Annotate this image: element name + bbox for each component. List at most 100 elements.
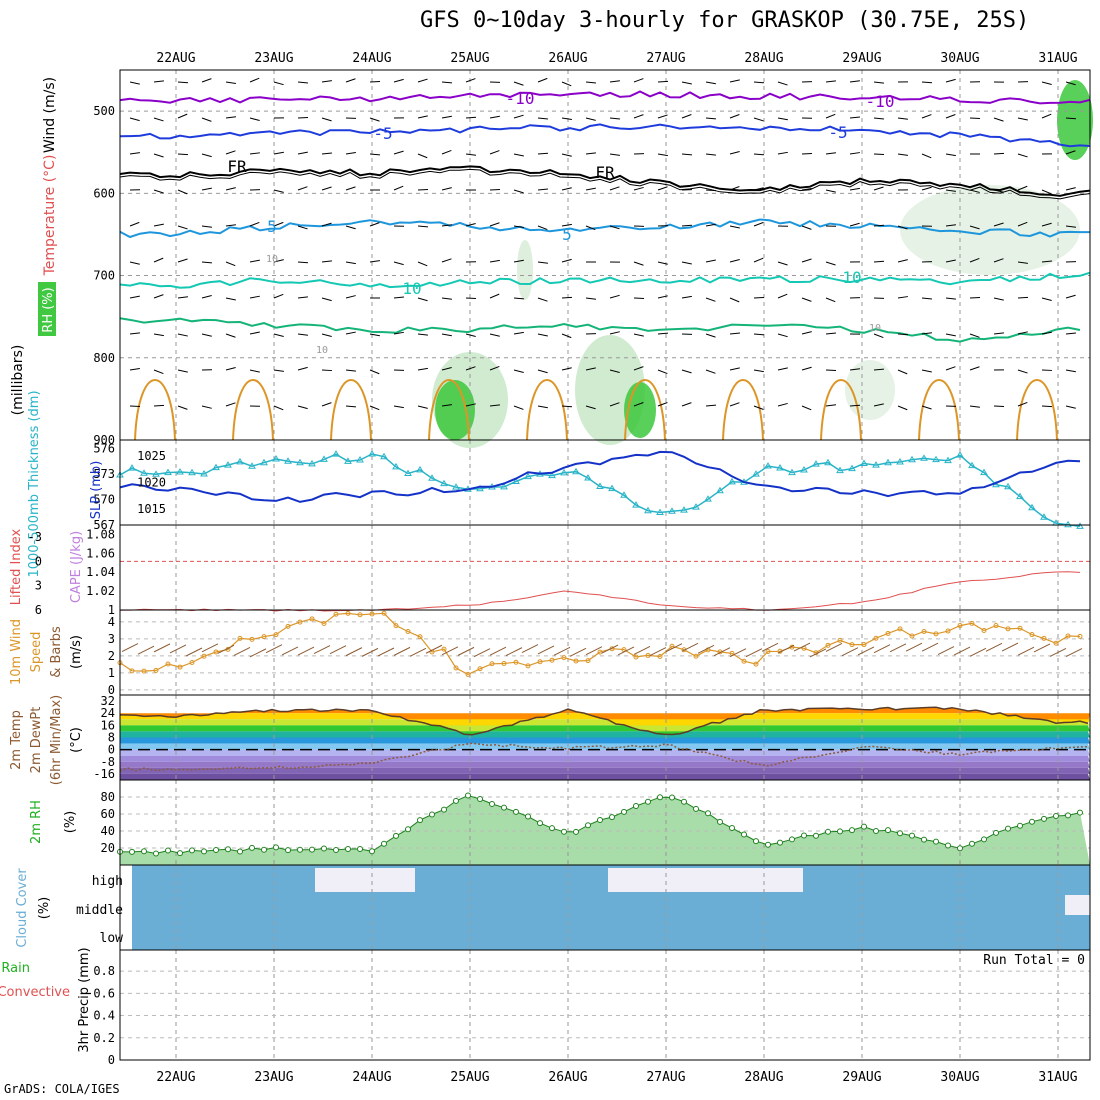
wind-barb xyxy=(897,225,908,230)
wind-barb-10m xyxy=(121,643,139,652)
wind-barb xyxy=(825,369,837,372)
thickness-marker xyxy=(608,484,616,492)
wind-barb xyxy=(225,150,236,155)
temp-contour-20 xyxy=(1016,379,1058,441)
rh-marker xyxy=(141,848,147,855)
thickness-marker xyxy=(260,458,268,466)
wind-speed-marker xyxy=(765,649,771,655)
wind-barb xyxy=(177,113,188,119)
wind-barb xyxy=(753,153,765,156)
cape-line xyxy=(119,571,1081,612)
wind-barb xyxy=(441,187,452,191)
thickness-marker xyxy=(812,460,820,467)
temp-tick-label: 16 xyxy=(101,718,115,732)
wind-speed-marker xyxy=(1077,633,1083,639)
wind-barb xyxy=(657,153,668,157)
cape-tick-label: 1.06 xyxy=(86,546,115,560)
wind-barb xyxy=(705,404,717,407)
rh-marker xyxy=(381,840,387,847)
wind-speed-marker xyxy=(993,623,999,629)
thickness-marker xyxy=(368,450,376,457)
rh-area xyxy=(120,795,1090,865)
wind-barb xyxy=(393,261,404,266)
wind-barb xyxy=(345,225,356,230)
wind-barb xyxy=(1065,225,1076,228)
slp-tick-label: 1020 xyxy=(137,476,166,490)
wind-barb xyxy=(561,258,572,263)
wind-barb xyxy=(225,402,236,407)
panel-frame-stab xyxy=(119,524,1091,611)
rh-marker xyxy=(957,845,963,852)
wind-barb xyxy=(681,81,692,85)
rh-marker xyxy=(729,825,735,832)
rh-marker xyxy=(201,848,207,855)
wind-barb xyxy=(201,225,212,228)
temp-band xyxy=(120,773,1090,780)
wind-barb xyxy=(1017,117,1028,121)
wind-barb xyxy=(633,366,644,371)
rh-marker xyxy=(1005,825,1011,832)
date-label-bottom: 26AUG xyxy=(548,1070,587,1085)
wind-barb-10m xyxy=(233,646,251,656)
wind-speed-marker xyxy=(261,634,267,640)
wind-barb xyxy=(489,365,500,371)
rh-marker xyxy=(297,846,303,853)
rh-marker xyxy=(321,845,327,852)
thickness-marker xyxy=(836,466,844,474)
wind-barb-10m xyxy=(1001,642,1019,652)
rh-marker xyxy=(525,813,531,820)
rh-marker xyxy=(369,848,375,855)
rh-marker xyxy=(1017,822,1023,829)
contour-label: -5 xyxy=(828,123,847,142)
wind-barb xyxy=(489,259,500,263)
wind-barb-10m xyxy=(921,642,939,652)
wind-barb xyxy=(465,222,476,227)
wind-barb xyxy=(513,81,524,86)
wind-barb xyxy=(609,80,620,83)
rh-marker xyxy=(549,825,555,832)
wind-speed-marker xyxy=(465,671,471,677)
wind-barb xyxy=(249,295,260,299)
rh-marker xyxy=(429,811,435,818)
wind-barb xyxy=(513,189,524,194)
wind-barb xyxy=(489,293,500,299)
wind-barb-10m xyxy=(345,647,363,657)
wind-barb xyxy=(417,225,429,228)
thickness-line xyxy=(119,453,1081,528)
thickness-marker xyxy=(380,452,388,460)
wind-ylabel-1: 10m Wind xyxy=(9,619,24,685)
wind-speed-marker xyxy=(273,632,279,638)
wind-speed-marker xyxy=(501,660,507,666)
wind-barb xyxy=(369,222,380,227)
precip-ylabel-2: Convective xyxy=(0,985,70,1000)
date-label-bottom: 22AUG xyxy=(156,1070,195,1085)
li-ylabel: Lifted Index xyxy=(9,528,24,605)
wind-barb xyxy=(849,222,860,227)
wind-barb xyxy=(753,117,764,122)
thickness-marker xyxy=(500,482,508,490)
wind-speed-marker xyxy=(333,611,339,617)
wind-speed-marker xyxy=(489,661,495,667)
date-label-top: 23AUG xyxy=(254,51,293,66)
wind-speed-marker xyxy=(477,666,483,672)
wind-barb xyxy=(705,153,716,156)
wind-barb xyxy=(513,405,524,410)
thickness-marker xyxy=(1016,492,1024,500)
rh-marker xyxy=(837,828,843,835)
date-label-bottom: 25AUG xyxy=(450,1070,489,1085)
wind-barb xyxy=(321,152,332,155)
rh-marker xyxy=(633,802,639,809)
wind-barb xyxy=(393,78,404,83)
wind-barb xyxy=(897,296,908,299)
wind-barb xyxy=(849,116,861,119)
wind-barb-10m xyxy=(361,647,379,657)
wind-barb xyxy=(993,258,1004,263)
wind-barb xyxy=(465,403,476,407)
wind-barb xyxy=(441,224,452,227)
wind-speed-marker xyxy=(525,663,531,669)
wind-barb-10m xyxy=(1017,646,1035,656)
wind-barb xyxy=(225,297,236,301)
temp-contour-5 xyxy=(119,218,1090,239)
wind-barb xyxy=(657,114,668,119)
thickness-marker xyxy=(944,456,952,464)
